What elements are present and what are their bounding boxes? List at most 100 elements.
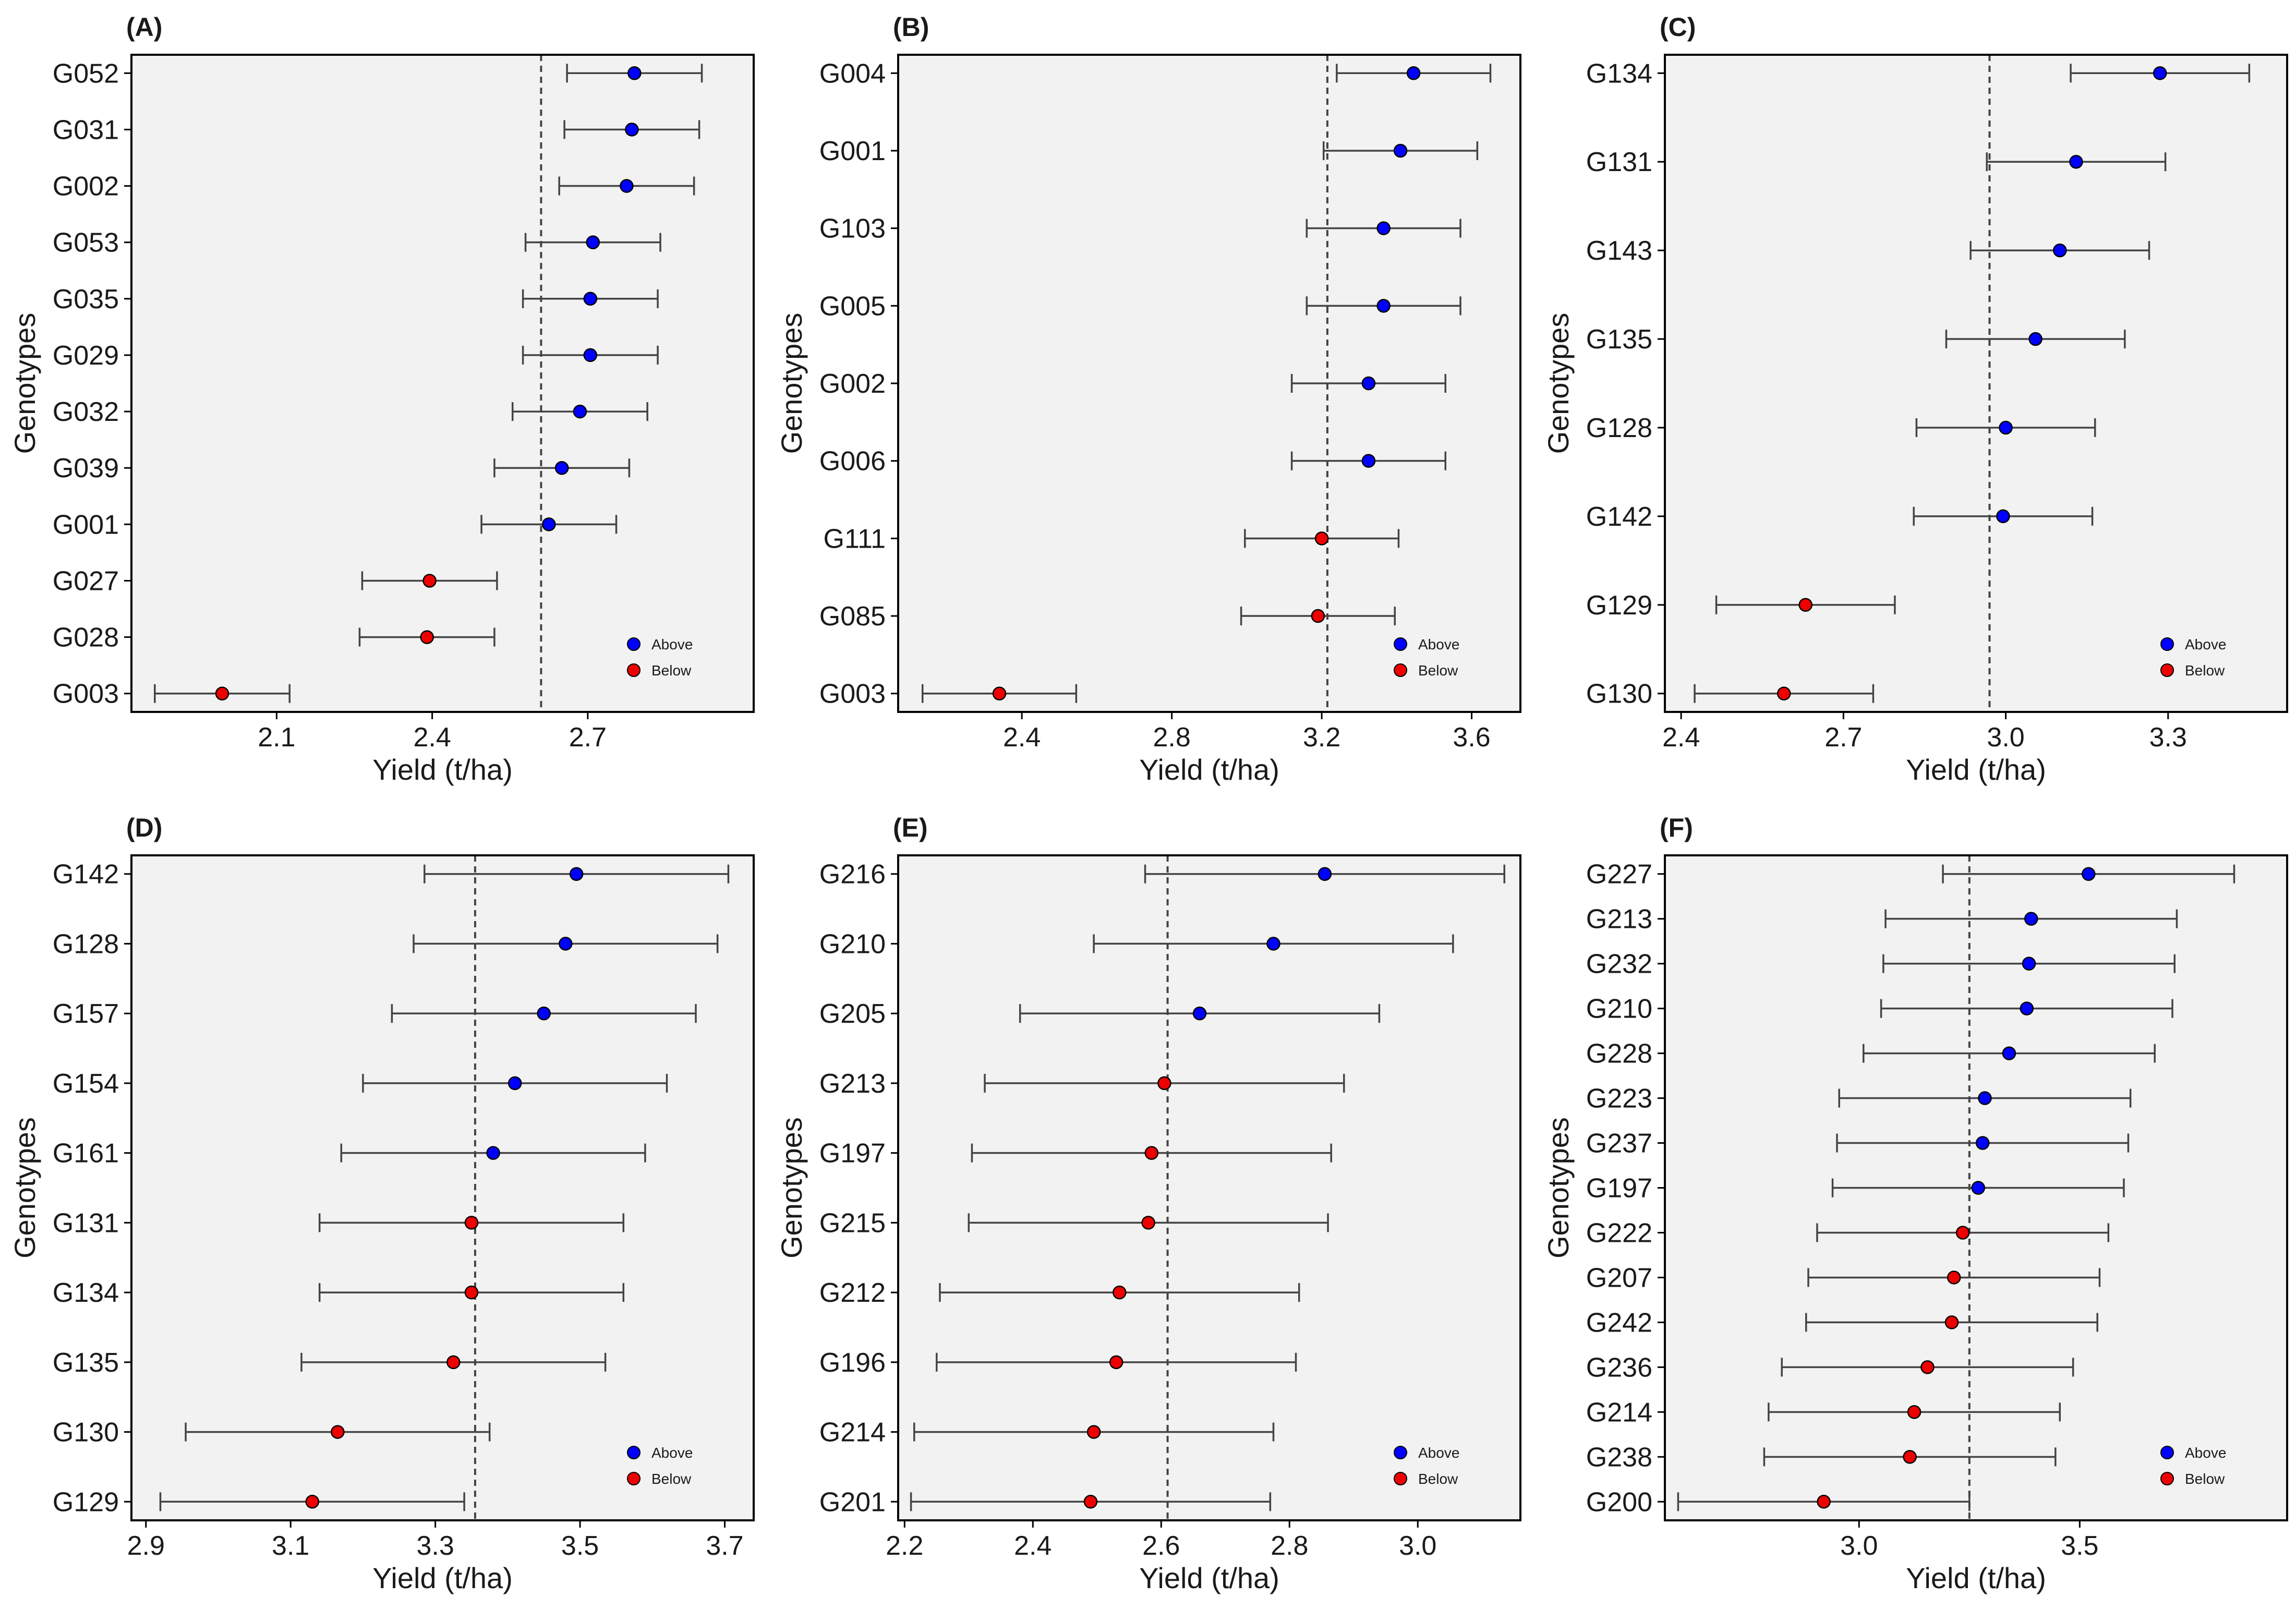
y-tick-label: G001 <box>53 510 119 540</box>
x-tick-label: 2.7 <box>569 722 607 753</box>
mean-point-above <box>2024 912 2038 926</box>
plot-background <box>131 855 754 1520</box>
y-axis-label: Genotypes <box>1542 313 1575 454</box>
y-tick-label: G039 <box>53 453 119 483</box>
genotype-row-g214 <box>913 1422 1275 1442</box>
y-tick-label: G212 <box>819 1278 886 1308</box>
genotype-row-g128 <box>413 934 719 953</box>
mean-point-above <box>1361 376 1376 391</box>
mean-point-above <box>1971 1181 1985 1195</box>
mean-point-above <box>1266 937 1280 951</box>
y-tick-label: G131 <box>1586 147 1652 177</box>
mean-point-below <box>1141 1216 1155 1230</box>
genotype-row-g004 <box>1336 64 1492 83</box>
y-tick-label: G134 <box>53 1278 119 1308</box>
genotype-row-g006 <box>1290 451 1447 470</box>
x-axis-label: Yield (t/ha) <box>1139 753 1279 786</box>
genotype-row-g002 <box>558 176 695 196</box>
genotype-row-g157 <box>391 1004 697 1023</box>
mean-point-above <box>2020 1001 2034 1015</box>
y-tick-label: G214 <box>819 1418 886 1448</box>
legend-label-above: Above <box>1418 1445 1459 1461</box>
genotype-row-g197 <box>971 1143 1332 1163</box>
y-tick-label: G032 <box>53 397 119 427</box>
genotype-row-g131 <box>1986 152 2167 172</box>
legend-label-below: Below <box>2185 662 2225 679</box>
y-tick-label: G003 <box>819 679 886 709</box>
mean-point-above <box>1996 509 2010 524</box>
y-tick-label: G142 <box>1586 502 1652 532</box>
legend-key-above <box>627 1446 641 1459</box>
genotype-row-g207 <box>1807 1268 2101 1287</box>
x-tick-label: 3.5 <box>2061 1531 2098 1561</box>
legend: Above Below <box>1394 1445 1459 1487</box>
y-tick-label: G111 <box>824 524 886 554</box>
legend: Above Below <box>1394 636 1459 679</box>
y-tick-label: G005 <box>819 291 886 321</box>
y-tick-label: G003 <box>53 679 119 709</box>
mean-point-below <box>1086 1425 1101 1439</box>
y-tick-label: G134 <box>1586 58 1652 89</box>
mean-point-above <box>2022 957 2036 971</box>
mean-point-below <box>215 686 229 700</box>
genotype-row-g201 <box>910 1492 1272 1511</box>
mean-point-below <box>1109 1355 1123 1370</box>
mean-point-above <box>2028 332 2043 346</box>
genotype-row-g103 <box>1306 219 1461 238</box>
plot-frame <box>897 854 1521 1521</box>
mean-point-above <box>537 1006 551 1021</box>
mean-point-above <box>1999 420 2013 435</box>
genotype-row-g223 <box>1838 1088 2132 1108</box>
panel-title: (C) <box>1660 13 1696 42</box>
legend-label-above: Above <box>2185 636 2226 652</box>
mean-point-below <box>1314 531 1329 546</box>
legend-key-above <box>1394 1446 1407 1459</box>
mean-point-below <box>1083 1495 1098 1509</box>
x-tick-label: 2.6 <box>1142 1531 1180 1561</box>
x-tick-label: 3.3 <box>416 1531 454 1561</box>
genotype-row-g129 <box>159 1492 465 1511</box>
mean-point-above <box>620 179 634 193</box>
mean-point-above <box>2082 867 2096 881</box>
genotype-row-g053 <box>524 233 661 252</box>
legend-key-above <box>627 637 641 651</box>
mean-point-above <box>1978 1091 1992 1105</box>
mean-point-below <box>1157 1076 1171 1091</box>
plot-frame <box>1664 54 2288 713</box>
y-tick-label: G215 <box>819 1208 886 1238</box>
legend-label-below: Below <box>651 662 692 679</box>
genotype-row-g039 <box>493 458 631 478</box>
mean-point-below <box>992 686 1007 700</box>
mean-point-below <box>464 1216 479 1230</box>
mean-point-below <box>1817 1495 1831 1509</box>
mean-point-above <box>2069 154 2083 169</box>
legend-label-above: Above <box>651 1445 693 1461</box>
x-tick-label: 3.1 <box>272 1531 309 1561</box>
mean-point-above <box>559 937 573 951</box>
mean-point-below <box>464 1285 479 1300</box>
mean-point-above <box>507 1076 522 1091</box>
legend-key-below <box>1394 663 1407 677</box>
plot-frame <box>130 54 755 713</box>
legend: Above Below <box>627 636 693 679</box>
y-tick-label: G210 <box>1586 994 1652 1024</box>
genotype-row-g154 <box>362 1073 668 1093</box>
x-tick-label: 2.4 <box>1014 1531 1052 1561</box>
mean-point-above <box>2053 243 2067 258</box>
genotype-row-g128 <box>1915 418 2096 437</box>
mean-point-below <box>1798 598 1812 612</box>
genotype-row-g237 <box>1836 1133 2130 1153</box>
legend-key-above <box>2160 1446 2174 1459</box>
x-tick-label: 2.4 <box>1003 722 1041 753</box>
mean-point-below <box>1947 1271 1961 1285</box>
mean-point-above <box>1376 221 1391 235</box>
mean-point-below <box>1144 1146 1159 1160</box>
plot-frame <box>897 54 1521 713</box>
mean-point-above <box>542 517 556 531</box>
genotype-row-g212 <box>939 1283 1300 1302</box>
mean-point-below <box>1920 1360 1935 1374</box>
genotype-row-g213 <box>984 1073 1345 1093</box>
panel-a: (A)G052 G031 G002 G053 G035 G029 G032 G039 G001 G… <box>8 13 755 786</box>
mean-point-below <box>331 1425 345 1439</box>
genotype-row-g131 <box>318 1213 625 1232</box>
